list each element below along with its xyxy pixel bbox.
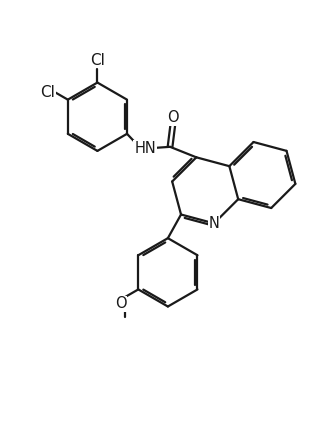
Text: Cl: Cl	[40, 85, 55, 100]
Text: N: N	[209, 216, 220, 231]
Text: Cl: Cl	[90, 53, 105, 68]
Text: O: O	[167, 110, 178, 125]
Text: HN: HN	[134, 141, 156, 156]
Text: O: O	[115, 296, 126, 312]
